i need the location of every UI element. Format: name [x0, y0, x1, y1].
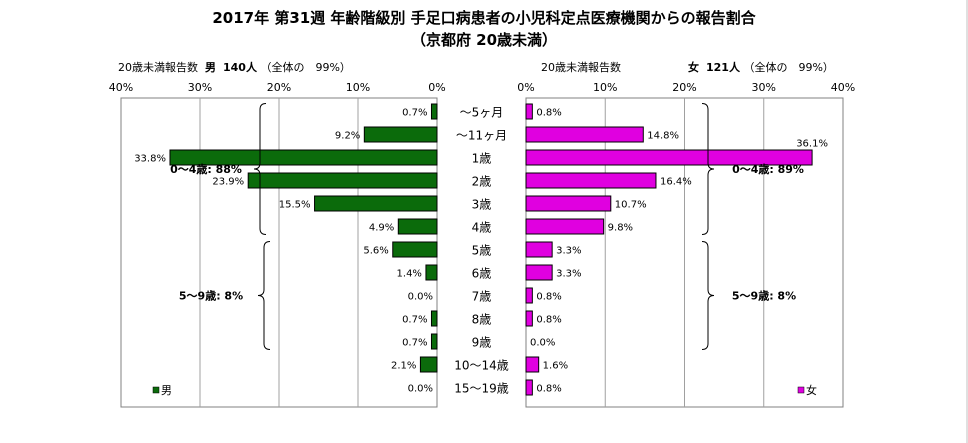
- category-label: 1歳: [472, 152, 492, 166]
- male-bar: [419, 356, 438, 373]
- category-label: ～5ヶ月: [460, 106, 504, 120]
- male-age-bracket: [257, 241, 271, 350]
- female-data-label: 3.3%: [556, 246, 581, 257]
- male-data-label: 4.9%: [369, 223, 394, 234]
- female-data-label: 0.8%: [536, 315, 561, 326]
- male-data-label: 33.8%: [134, 154, 166, 165]
- female-bar: [525, 310, 533, 327]
- male-data-label: 0.7%: [402, 315, 427, 326]
- female-data-label: 9.8%: [608, 223, 633, 234]
- male-x-tick-label: 0%: [428, 81, 445, 94]
- female-bar: [525, 241, 553, 258]
- female-bracket-label: 0～4歳: 89%: [732, 162, 804, 176]
- male-data-label: 9.2%: [335, 131, 360, 142]
- female-bar: [525, 218, 605, 235]
- male-header-sex: 男: [205, 61, 216, 74]
- female-data-label: 36.1%: [796, 139, 828, 150]
- female-data-label: 0.8%: [536, 108, 561, 119]
- female-data-label: 3.3%: [556, 269, 581, 280]
- male-data-label: 0.0%: [408, 292, 433, 303]
- category-label: 3歳: [472, 198, 492, 212]
- female-age-bracket: [701, 241, 715, 350]
- female-data-label: 0.8%: [536, 384, 561, 395]
- male-bar: [430, 333, 438, 350]
- female-header: 女 121人 （全体の 99%）: [688, 59, 834, 75]
- female-x-tick-label: 20%: [672, 81, 696, 94]
- male-legend-swatch: [152, 386, 160, 394]
- female-bar: [525, 172, 657, 189]
- female-data-label: 14.8%: [647, 131, 679, 142]
- male-header: 20歳未満報告数 男 140人 （全体の 99%）: [118, 59, 351, 75]
- female-data-label: 16.4%: [660, 177, 692, 188]
- female-data-label: 0.0%: [530, 338, 555, 349]
- male-data-label: 1.4%: [397, 269, 422, 280]
- chart-subtitle: （京都府 20歳未満）: [410, 31, 558, 49]
- male-header-count: 140人: [223, 61, 257, 74]
- male-bar: [425, 264, 438, 281]
- category-label: 4歳: [472, 221, 492, 235]
- category-label: 2歳: [472, 175, 492, 189]
- category-label: 10～14歳: [454, 359, 509, 373]
- female-header-sex: 女: [688, 61, 699, 74]
- chart-title: 2017年 第31週 年齢階級別 手足口病患者の小児科定点医療機関からの報告割合: [212, 9, 756, 27]
- female-x-tick-label: 30%: [752, 81, 776, 94]
- female-bar: [525, 103, 533, 120]
- category-label: 8歳: [472, 313, 492, 327]
- male-legend-label: 男: [161, 384, 172, 397]
- female-header-share: （全体の 99%）: [743, 61, 834, 74]
- female-x-tick-label: 0%: [517, 81, 534, 94]
- category-label: 6歳: [472, 267, 492, 281]
- female-x-tick-label: 40%: [831, 81, 855, 94]
- male-bracket-label: 5～9歳: 8%: [179, 289, 243, 303]
- male-header-prefix: 20歳未満報告数: [118, 61, 198, 74]
- male-bar: [397, 218, 438, 235]
- male-bar: [247, 172, 438, 189]
- female-data-label: 10.7%: [615, 200, 647, 211]
- female-legend-swatch: [797, 386, 805, 394]
- female-bar: [525, 149, 813, 166]
- female-legend-label: 女: [806, 383, 817, 397]
- male-x-tick-label: 30%: [188, 81, 212, 94]
- male-bar: [392, 241, 438, 258]
- male-data-label: 2.1%: [391, 361, 416, 372]
- male-data-label: 23.9%: [212, 177, 244, 188]
- female-header-prefix: 20歳未満報告数: [541, 61, 621, 74]
- female-bar: [525, 126, 644, 143]
- male-header-share: （全体の 99%）: [260, 61, 351, 74]
- male-bar: [363, 126, 438, 143]
- female-x-tick-label: 10%: [593, 81, 617, 94]
- male-data-label: 0.7%: [402, 108, 427, 119]
- female-bar: [525, 264, 553, 281]
- male-bar: [430, 310, 438, 327]
- female-bar: [525, 356, 540, 373]
- male-data-label: 0.0%: [408, 384, 433, 395]
- male-x-tick-label: 10%: [346, 81, 370, 94]
- female-bracket-label: 5～9歳: 8%: [732, 289, 796, 303]
- female-bar: [525, 379, 533, 396]
- category-label: 15～19歳: [454, 382, 509, 396]
- male-data-label: 0.7%: [402, 338, 427, 349]
- male-data-label: 5.6%: [363, 246, 388, 257]
- male-age-bracket: [253, 103, 267, 235]
- female-bar: [525, 195, 612, 212]
- male-bar: [314, 195, 438, 212]
- category-label: 5歳: [472, 244, 492, 258]
- male-bar: [169, 149, 438, 166]
- male-data-label: 15.5%: [279, 200, 311, 211]
- category-label: ～11ヶ月: [456, 129, 507, 143]
- female-bar: [525, 287, 533, 304]
- female-header-count: 121人: [706, 61, 740, 74]
- female-data-label: 1.6%: [543, 361, 568, 372]
- male-bar: [430, 103, 438, 120]
- male-x-tick-label: 20%: [267, 81, 291, 94]
- male-x-tick-label: 40%: [109, 81, 133, 94]
- male-bracket-label: 0～4歳: 88%: [170, 162, 242, 176]
- female-age-bracket: [701, 103, 715, 235]
- category-label: 9歳: [472, 336, 492, 350]
- female-data-label: 0.8%: [536, 292, 561, 303]
- category-label: 7歳: [472, 290, 492, 304]
